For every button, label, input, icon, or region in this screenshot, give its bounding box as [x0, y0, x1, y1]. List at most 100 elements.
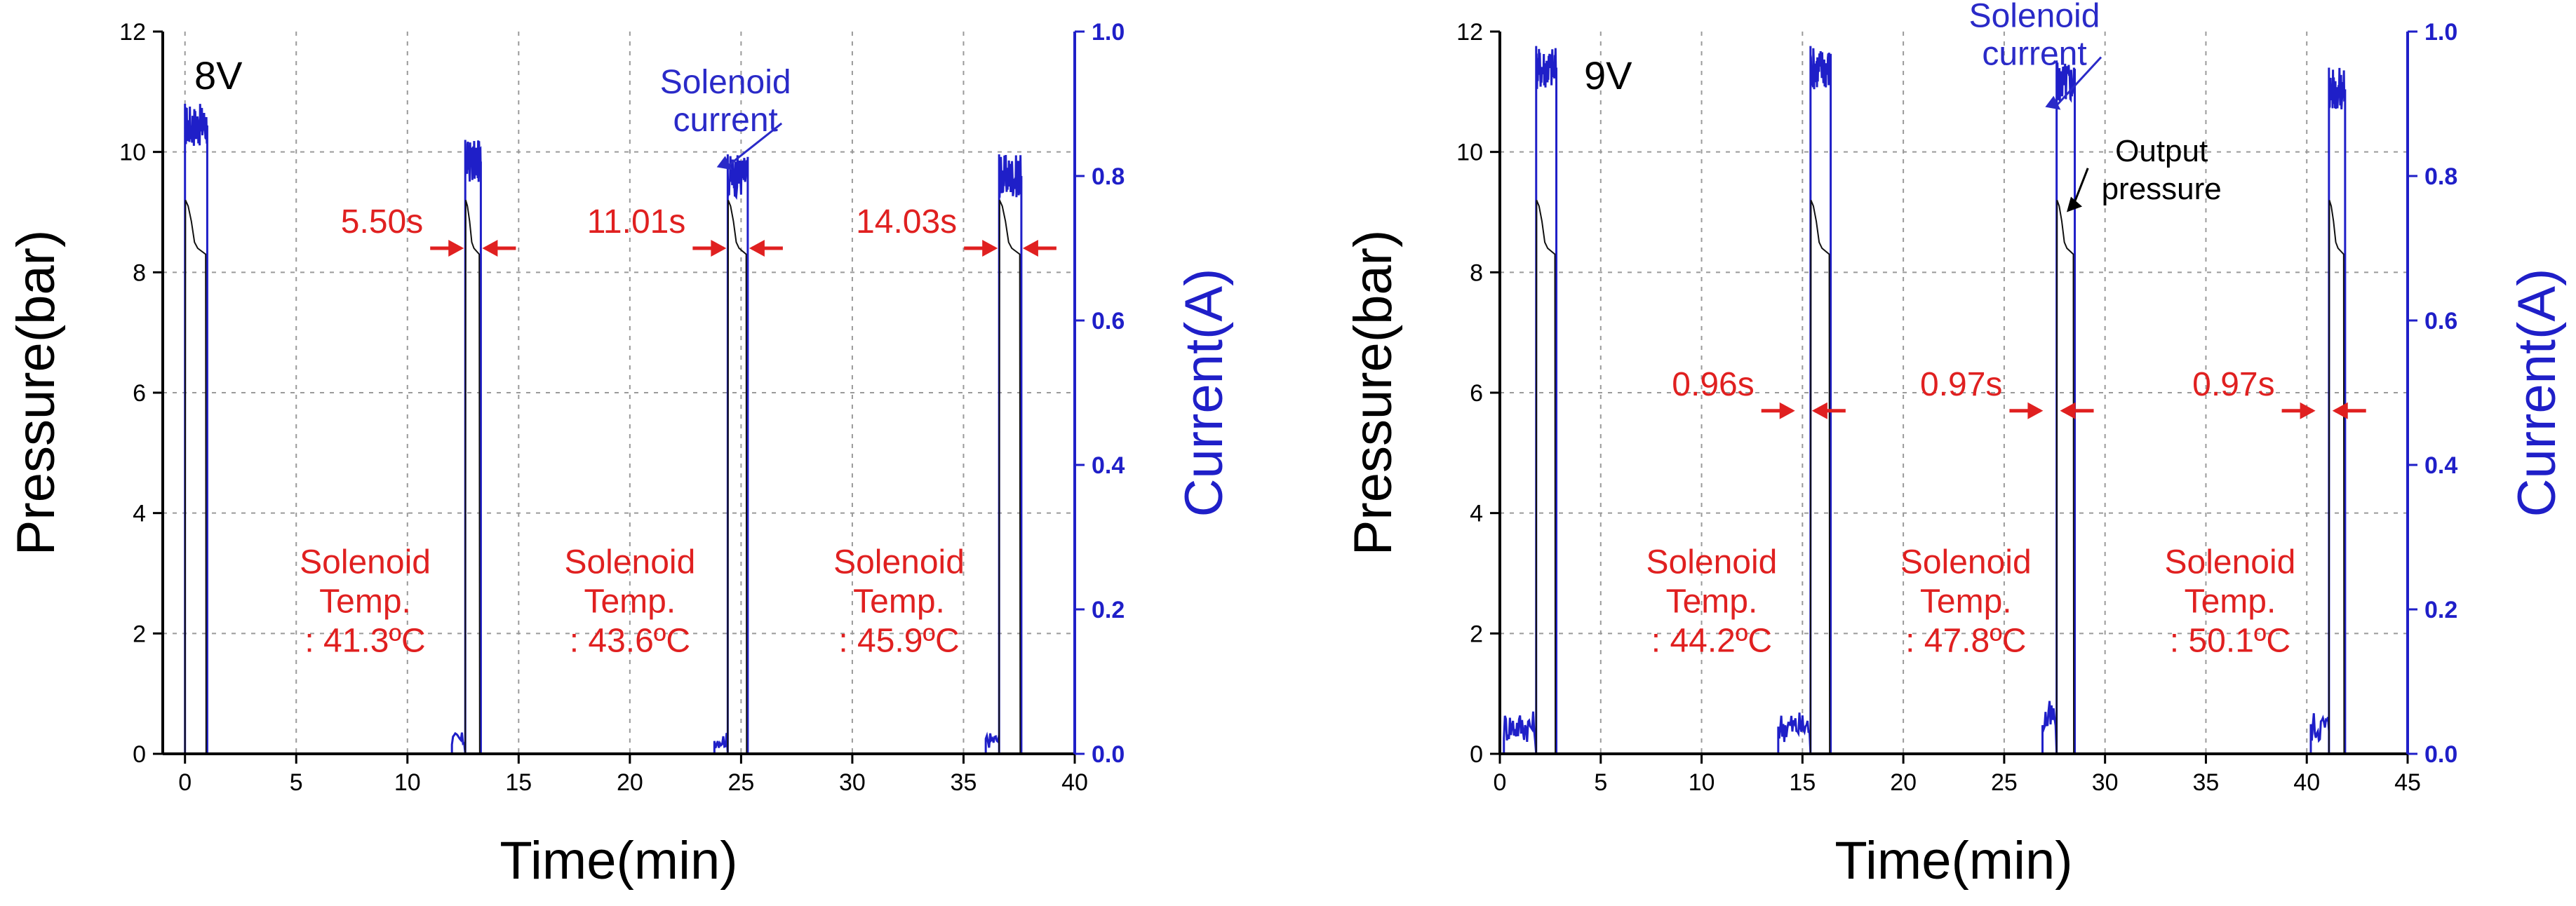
interval-arrow-left-head — [2027, 402, 2044, 419]
y-tick-label: 0 — [1470, 741, 1483, 768]
y-tick-label: 10 — [1456, 140, 1483, 166]
y-axis-title: Pressure(bar) — [6, 230, 66, 556]
pressure-pulse-4 — [998, 199, 1021, 755]
temp-label-line3: : 43.6ºC — [570, 623, 690, 660]
x-tick-label: 20 — [617, 769, 643, 796]
interval-arrow-left-head — [1779, 402, 1795, 419]
temp-label-line2: Temp. — [1920, 583, 2012, 621]
chart-panel-9v: 0 5 10 15 20 25 30 35 40 45 0 2 4 6 8 10 12 0.0 0.2 0.4 0.6 0… — [1343, 0, 2567, 891]
temp-label-line3: : 44.2ºC — [1651, 623, 1772, 660]
x-tick-label: 15 — [1789, 769, 1816, 796]
temp-label-line2: Temp. — [1666, 583, 1758, 621]
x-tick-label: 10 — [394, 769, 421, 796]
x-tick-label: 25 — [1991, 769, 2018, 796]
temp-label-line2: Temp. — [2185, 583, 2276, 621]
current-label-line2: current — [673, 102, 777, 139]
output-label-line1: Output — [2115, 134, 2208, 168]
current-pulse-4 — [2309, 67, 2347, 754]
temp-label-line3: : 41.3ºC — [304, 623, 425, 660]
current-pulse-3 — [2041, 60, 2077, 755]
chart-panel-8v: 0 5 10 15 20 25 30 35 40 0 2 4 6 8 10 12 0.0 0.2 0.4 0.6 0.8… — [6, 19, 1234, 891]
current-label-line2: current — [1982, 36, 2086, 73]
current-pulse-2 — [1777, 46, 1832, 755]
interval-label: 14.03s — [856, 203, 957, 241]
y-right-axis-title: Current(A) — [2507, 269, 2567, 518]
x-tick-label: 25 — [727, 769, 754, 796]
output-pointer-head — [2067, 196, 2083, 212]
current-pulse-1 — [1503, 46, 1558, 755]
y-tick-label: 8 — [133, 259, 146, 286]
pressure-pulse-1 — [184, 199, 207, 755]
y-tick-label: 4 — [1470, 501, 1483, 527]
current-pointer-head — [716, 156, 732, 170]
temp-label-line2: Temp. — [584, 583, 676, 621]
pressure-pulse-3 — [2055, 199, 2075, 755]
voltage-label: 8V — [194, 53, 243, 97]
temp-label-line3: : 45.9ºC — [838, 623, 959, 660]
y-tick-label: 6 — [133, 380, 146, 407]
y-tick-label: 10 — [119, 140, 146, 166]
interval-arrow-left-head — [448, 240, 464, 257]
interval-arrow-right-head — [1811, 402, 1827, 419]
interval-label: 0.97s — [2192, 366, 2274, 403]
current-pulse-2 — [450, 140, 482, 755]
y-tick-label: 2 — [133, 621, 146, 647]
y-tick-label: 2 — [1470, 621, 1483, 647]
interval-arrow-left-head — [2300, 402, 2316, 419]
y-tick-label: 12 — [119, 19, 146, 46]
temp-label-line3: : 47.8ºC — [1905, 623, 2026, 660]
current-pulse-4 — [984, 154, 1023, 754]
temp-label-line1: Solenoid — [564, 544, 695, 581]
temp-label-line1: Solenoid — [300, 544, 431, 581]
x-tick-label: 40 — [1061, 769, 1088, 796]
interval-label: 0.97s — [1920, 366, 2002, 403]
interval-arrow-left-head — [711, 240, 727, 257]
x-tick-label: 40 — [2293, 769, 2320, 796]
y-tick-label: 6 — [1470, 380, 1483, 407]
x-tick-label: 35 — [2193, 769, 2220, 796]
x-tick-label: 20 — [1890, 769, 1917, 796]
voltage-label: 9V — [1584, 53, 1632, 97]
y-right-tick-label: 0.2 — [2424, 597, 2457, 623]
interval-arrow-right-head — [1022, 240, 1038, 257]
x-tick-label: 15 — [505, 769, 532, 796]
temp-label-line1: Solenoid — [2165, 544, 2296, 581]
y-right-tick-label: 0.6 — [2424, 308, 2457, 334]
pressure-pulse-2 — [464, 200, 481, 755]
x-tick-label: 10 — [1689, 769, 1715, 796]
y-right-tick-label: 0.0 — [1092, 741, 1125, 768]
temp-label-line3: : 50.1ºC — [2170, 623, 2290, 660]
pressure-pulse-1 — [1535, 199, 1557, 755]
interval-arrow-left-head — [982, 240, 998, 257]
interval-label: 5.50s — [341, 203, 423, 241]
interval-label: 11.01s — [587, 203, 686, 241]
temp-label-line1: Solenoid — [1900, 544, 2032, 581]
current-pointer-line — [2055, 56, 2102, 107]
x-tick-label: 5 — [290, 769, 303, 796]
temp-label-line1: Solenoid — [1646, 544, 1778, 581]
current-pulse-3 — [713, 154, 749, 755]
temp-label-line1: Solenoid — [833, 544, 965, 581]
y-tick-label: 8 — [1470, 259, 1483, 286]
interval-arrow-right-head — [482, 240, 498, 257]
y-right-tick-label: 0.8 — [1092, 163, 1125, 190]
y-right-tick-label: 0.0 — [2424, 741, 2457, 768]
y-tick-label: 12 — [1456, 19, 1483, 46]
y-right-tick-label: 0.4 — [2424, 452, 2457, 479]
x-tick-label: 35 — [951, 769, 977, 796]
y-right-tick-label: 0.6 — [1092, 308, 1125, 334]
x-tick-label: 0 — [1494, 769, 1507, 796]
temp-label-line2: Temp. — [853, 583, 945, 621]
interval-label: 0.96s — [1672, 366, 1754, 403]
current-pulse-1 — [184, 104, 208, 754]
pressure-pulse-4 — [2328, 200, 2345, 755]
y-right-tick-label: 1.0 — [1092, 19, 1125, 46]
y-tick-label: 0 — [133, 741, 146, 768]
y-right-axis-title: Current(A) — [1174, 269, 1234, 518]
x-tick-label: 5 — [1594, 769, 1607, 796]
x-tick-label: 30 — [839, 769, 866, 796]
pressure-pulse-2 — [1809, 199, 1831, 755]
x-axis-title: Time(min) — [499, 831, 737, 891]
output-label-line2: pressure — [2102, 172, 2222, 206]
x-tick-label: 45 — [2394, 769, 2421, 796]
